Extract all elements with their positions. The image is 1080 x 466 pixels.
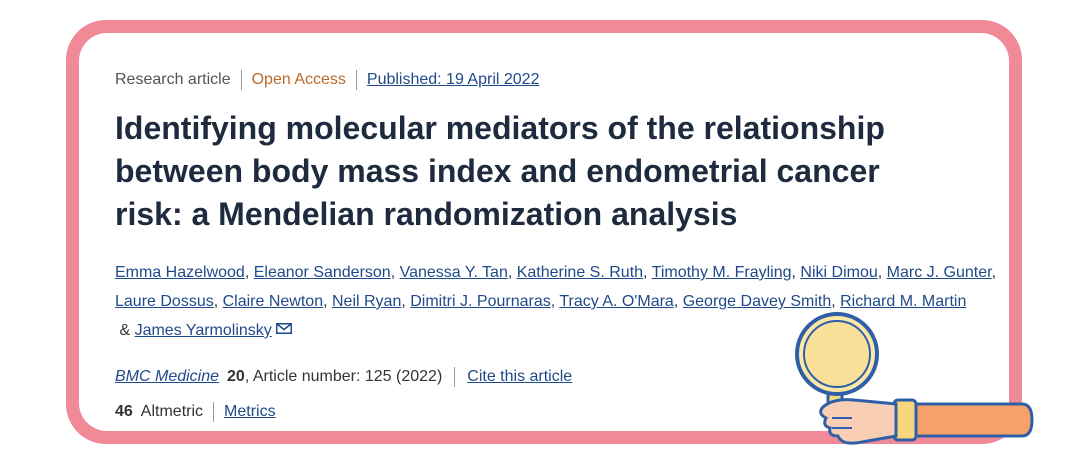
author-link[interactable]: Dimitri J. Pournaras: [410, 293, 551, 310]
pink-frame: Research article Open Access Published: …: [66, 20, 1022, 444]
volume-number: 20: [227, 368, 245, 385]
author-link[interactable]: James Yarmolinsky: [134, 322, 272, 339]
author-link[interactable]: Emma Hazelwood: [115, 264, 245, 281]
author-link[interactable]: Laure Dossus: [115, 293, 214, 310]
article-title: Identifying molecular mediators of the r…: [115, 110, 885, 232]
altmetric-label: Altmetric: [140, 403, 204, 420]
citation-row: BMC Medicine 20 , Article number: 125 (2…: [115, 366, 979, 388]
author-link[interactable]: Richard M. Martin: [840, 293, 967, 310]
author-link[interactable]: Claire Newton: [222, 293, 324, 310]
article-number: , Article number: 125 (2022): [244, 368, 443, 385]
metrics-link[interactable]: Metrics: [224, 403, 276, 420]
divider: [454, 367, 456, 387]
author-link[interactable]: Tracy A. O'Mara: [559, 293, 674, 310]
author-link[interactable]: Neil Ryan: [331, 293, 402, 310]
author-joiner: &: [115, 322, 135, 339]
journal-link[interactable]: BMC Medicine: [115, 368, 220, 385]
author-link[interactable]: Niki Dimou: [800, 264, 878, 281]
altmetric-count: 46: [115, 403, 133, 420]
altmetric-row: 46 Altmetric Metrics: [115, 401, 979, 423]
cite-article-link[interactable]: Cite this article: [467, 368, 573, 385]
author-link[interactable]: Vanessa Y. Tan: [399, 264, 508, 281]
author-link[interactable]: Eleanor Sanderson: [253, 264, 391, 281]
open-access-label: Open Access: [251, 71, 346, 88]
divider: [213, 402, 215, 422]
article-type: Research article: [115, 71, 231, 88]
divider: [355, 70, 357, 90]
published-date-link[interactable]: Published: 19 April 2022: [366, 71, 540, 88]
divider: [240, 70, 242, 90]
author-link[interactable]: Marc J. Gunter: [886, 264, 992, 281]
author-link[interactable]: Timothy M. Frayling: [651, 264, 792, 281]
article-meta: Research article Open Access Published: …: [115, 69, 979, 91]
author-list: Emma Hazelwood, Eleanor Sanderson, Vanes…: [115, 264, 997, 339]
author-link[interactable]: Katherine S. Ruth: [516, 264, 644, 281]
mail-icon[interactable]: [275, 323, 292, 334]
article-card: Research article Open Access Published: …: [79, 33, 1009, 431]
author-link[interactable]: George Davey Smith: [682, 293, 832, 310]
magnifying-glass-hand-icon: [795, 312, 1034, 445]
